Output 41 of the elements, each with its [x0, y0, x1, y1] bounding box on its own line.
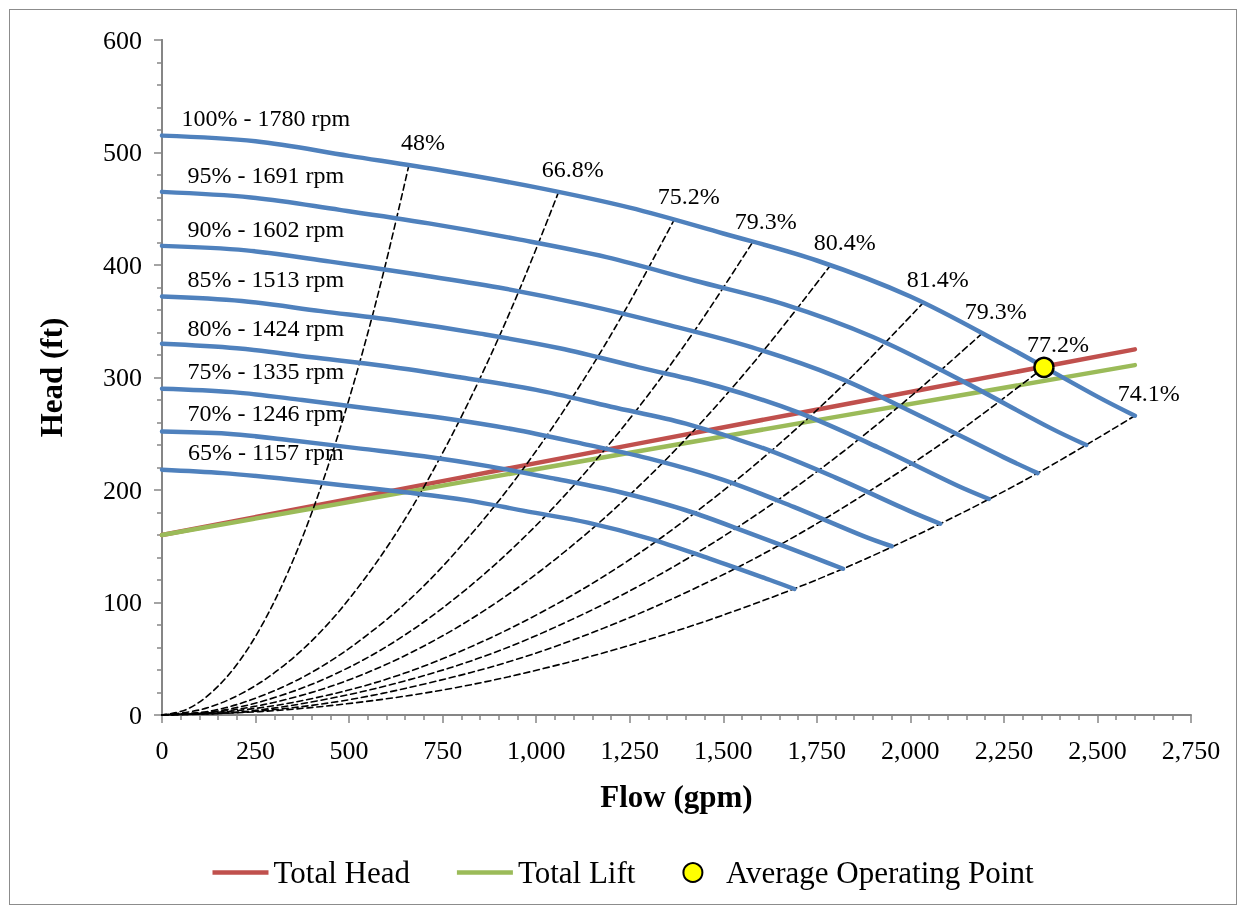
annotation: 75.2% — [657, 182, 720, 209]
annotation: 90% - 1602 rpm — [187, 215, 345, 242]
annotation: 81.4% — [906, 266, 969, 293]
x-tick-label: 1,000 — [506, 735, 566, 765]
annotation: 85% - 1513 rpm — [187, 266, 345, 293]
y-tick-label: 0 — [129, 700, 142, 730]
annotation: 48% — [400, 128, 445, 155]
x-tick-label: 250 — [236, 735, 276, 765]
x-tick-label: 1,750 — [787, 735, 847, 765]
y-axis-title: Head (ft) — [34, 317, 69, 438]
x-tick-label: 2,750 — [1161, 735, 1221, 765]
annotation: 66.8% — [541, 155, 604, 182]
y-tick-label: 200 — [103, 475, 142, 505]
annotation: 80% - 1424 rpm — [187, 314, 345, 341]
y-tick-label: 400 — [103, 250, 142, 280]
annotation: 77.2% — [1026, 331, 1089, 358]
annotation: 80.4% — [813, 229, 876, 255]
legend-label: Total Lift — [517, 855, 636, 890]
y-tick-label: 600 — [103, 25, 142, 55]
x-tick-label: 1,500 — [694, 735, 753, 765]
annotation: 79.3% — [964, 297, 1027, 324]
x-tick-label: 2,500 — [1068, 735, 1127, 765]
annotation: 65% - 1157 rpm — [187, 439, 345, 466]
annotation: 75% - 1335 rpm — [187, 358, 345, 385]
x-tick-label: 500 — [329, 735, 369, 765]
annotation: 100% - 1780 rpm — [181, 105, 351, 132]
annotation: 74.1% — [1117, 379, 1180, 406]
y-tick-label: 100 — [103, 588, 142, 617]
legend-label: Total Head — [273, 855, 411, 890]
x-tick-label: 2,000 — [881, 735, 940, 765]
x-tick-label: 0 — [155, 735, 169, 765]
annotation: 79.3% — [734, 207, 797, 234]
x-tick-label: 2,250 — [974, 735, 1034, 765]
legend-label: Average Operating Point — [725, 855, 1034, 890]
x-tick-label: 750 — [423, 735, 463, 765]
annotation: 95% - 1691 rpm — [187, 161, 345, 188]
x-axis-title: Flow (gpm) — [600, 779, 753, 814]
x-tick-label: 1,250 — [600, 735, 659, 765]
y-tick-label: 300 — [103, 363, 142, 392]
y-tick-label: 500 — [103, 138, 142, 167]
annotation: 70% - 1246 rpm — [187, 400, 345, 426]
